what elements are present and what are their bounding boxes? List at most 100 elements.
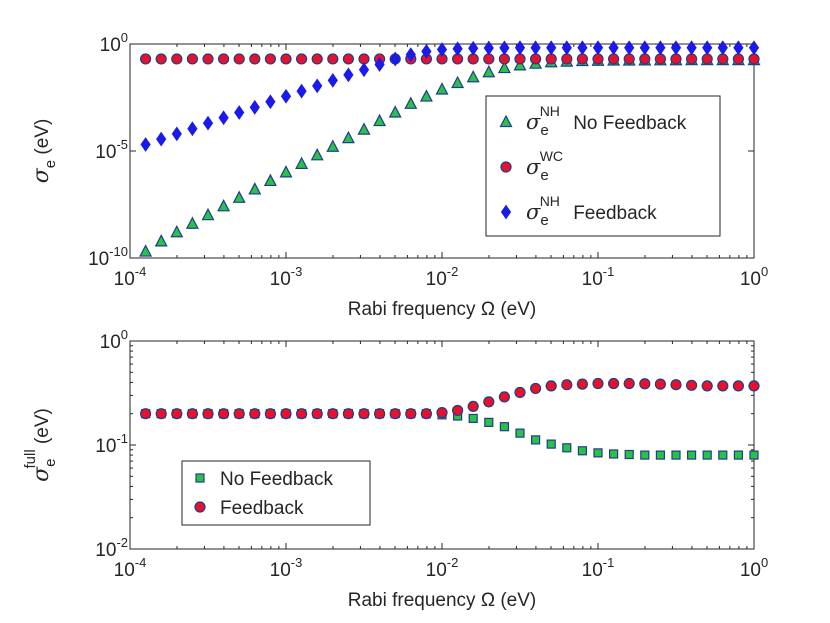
x-axis-label: Rabi frequency Ω (eV)	[348, 299, 536, 320]
data-point	[546, 40, 557, 56]
data-point	[499, 422, 509, 432]
data-point	[749, 450, 759, 460]
data-point	[529, 382, 542, 395]
data-point	[483, 40, 494, 56]
data-point	[608, 449, 619, 459]
data-point	[670, 53, 682, 65]
data-point	[670, 40, 682, 56]
data-point	[202, 115, 214, 131]
data-point	[374, 57, 385, 72]
data-point	[171, 408, 183, 420]
data-point	[280, 408, 292, 420]
data-point	[702, 450, 712, 460]
data-point	[452, 41, 463, 57]
data-point	[139, 244, 153, 257]
data-point	[201, 207, 215, 221]
data-point	[654, 53, 666, 65]
x-tick-label: 10-1	[582, 555, 615, 581]
data-point	[623, 53, 635, 65]
legend-marker	[500, 161, 512, 173]
data-point	[419, 89, 433, 102]
y-tick-label: 10-10	[88, 244, 128, 270]
data-point	[248, 182, 262, 195]
y-tick-label: 100	[100, 30, 128, 56]
data-point	[576, 53, 588, 65]
data-point	[592, 40, 604, 56]
data-point	[624, 449, 634, 460]
legend-label: σeWC	[526, 148, 563, 184]
data-point	[155, 53, 167, 65]
series-diamond	[140, 40, 760, 152]
data-point	[576, 378, 588, 390]
data-point	[639, 40, 650, 56]
data-point	[421, 44, 432, 59]
data-point	[561, 53, 573, 65]
data-point	[733, 40, 744, 56]
data-point	[530, 40, 541, 56]
data-point	[343, 67, 354, 83]
data-point	[358, 408, 370, 420]
data-point	[420, 408, 432, 420]
data-point	[139, 53, 152, 65]
data-point	[232, 190, 246, 203]
data-point	[341, 130, 355, 144]
data-point	[265, 94, 276, 110]
legend-marker	[499, 114, 513, 128]
data-point	[373, 113, 387, 127]
data-point	[327, 408, 339, 420]
data-point	[280, 53, 292, 65]
data-point	[592, 53, 604, 65]
data-point	[593, 448, 603, 458]
x-tick-label: 10-1	[582, 264, 615, 290]
data-point	[530, 435, 541, 445]
data-point	[139, 408, 152, 420]
data-point	[296, 83, 307, 99]
data-point	[577, 446, 587, 456]
legend: No Feedback Feedback	[181, 460, 371, 526]
data-point	[202, 408, 214, 420]
legend-box	[485, 95, 721, 237]
data-point	[156, 131, 167, 147]
data-point	[671, 450, 681, 460]
data-point	[732, 380, 744, 392]
data-point	[545, 53, 557, 65]
data-point	[607, 377, 620, 390]
data-point	[732, 53, 744, 65]
data-point	[608, 40, 619, 56]
minor-ticks	[130, 341, 754, 549]
data-point	[514, 40, 526, 56]
data-point	[233, 408, 245, 420]
data-point	[561, 40, 572, 56]
data-point	[467, 400, 479, 413]
data-point	[499, 40, 510, 56]
data-point	[733, 450, 743, 460]
data-point	[655, 450, 665, 460]
data-point	[264, 408, 276, 420]
top-plot: 10-4 10-3 10-2 10-1 100 10-10 10-5 100 Rabi freq…	[29, 30, 768, 320]
data-point	[497, 60, 511, 74]
legend-label: σeNH Feedback	[526, 193, 657, 229]
data-point	[327, 72, 338, 88]
data-point	[342, 408, 354, 420]
data-point	[468, 413, 478, 424]
data-point	[358, 62, 370, 78]
data-point	[498, 53, 510, 65]
x-tick-label: 100	[740, 264, 768, 290]
data-point	[404, 96, 418, 109]
data-point	[202, 53, 214, 65]
x-tick-label: 10-2	[426, 264, 459, 290]
data-point	[562, 443, 572, 453]
data-point	[171, 53, 183, 65]
data-point	[748, 380, 760, 392]
x-tick-label: 10-4	[114, 555, 147, 581]
data-point	[264, 53, 276, 65]
data-point	[640, 450, 650, 460]
legend-label: No Feedback	[220, 469, 334, 490]
data-point	[748, 40, 760, 56]
y-tick-label: 10-1	[95, 431, 128, 457]
data-point	[717, 53, 729, 65]
series-square	[140, 409, 759, 460]
data-point	[154, 234, 168, 247]
data-point	[311, 408, 323, 420]
data-point	[405, 408, 417, 420]
